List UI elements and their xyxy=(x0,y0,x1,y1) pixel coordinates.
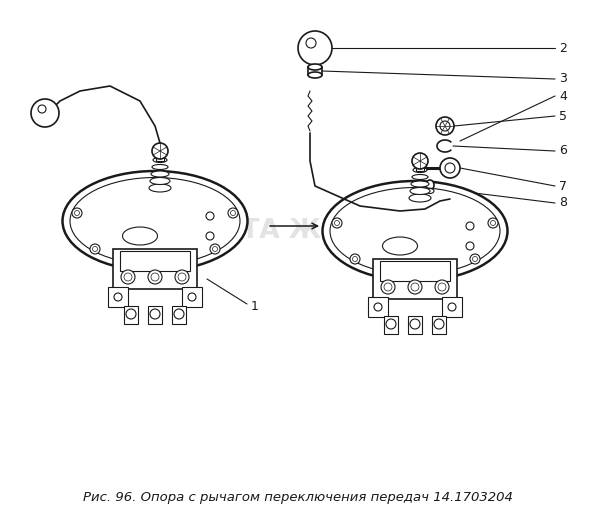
Text: Рис. 96. Опора с рычагом переключения передач 14.1703204: Рис. 96. Опора с рычагом переключения пе… xyxy=(83,491,513,504)
Circle shape xyxy=(350,254,360,264)
Text: 7: 7 xyxy=(559,179,567,193)
Bar xyxy=(120,251,190,271)
Circle shape xyxy=(440,158,460,178)
Ellipse shape xyxy=(383,237,417,255)
Circle shape xyxy=(206,212,214,220)
Ellipse shape xyxy=(150,177,170,185)
Ellipse shape xyxy=(63,171,248,271)
Ellipse shape xyxy=(413,167,427,173)
Circle shape xyxy=(435,280,449,294)
Circle shape xyxy=(332,218,342,228)
Ellipse shape xyxy=(410,187,430,195)
Bar xyxy=(148,306,162,324)
Ellipse shape xyxy=(409,194,431,202)
Bar xyxy=(172,306,186,324)
Ellipse shape xyxy=(414,161,426,165)
Text: 4: 4 xyxy=(559,89,567,103)
Ellipse shape xyxy=(308,72,322,78)
Ellipse shape xyxy=(426,188,434,194)
Text: 3: 3 xyxy=(559,73,567,86)
Ellipse shape xyxy=(322,181,507,281)
Circle shape xyxy=(228,208,238,218)
Circle shape xyxy=(121,270,135,284)
Circle shape xyxy=(72,208,82,218)
Circle shape xyxy=(466,242,474,250)
Ellipse shape xyxy=(412,175,428,179)
Ellipse shape xyxy=(122,227,158,245)
Text: 8: 8 xyxy=(559,197,567,209)
Ellipse shape xyxy=(152,165,168,169)
Circle shape xyxy=(206,232,214,240)
Circle shape xyxy=(470,254,480,264)
Circle shape xyxy=(31,99,59,127)
Circle shape xyxy=(210,244,220,254)
Circle shape xyxy=(90,244,100,254)
Ellipse shape xyxy=(426,180,434,190)
Circle shape xyxy=(298,31,332,65)
Circle shape xyxy=(408,280,422,294)
Text: 2: 2 xyxy=(559,42,567,55)
Ellipse shape xyxy=(308,64,322,70)
Ellipse shape xyxy=(151,171,169,177)
Bar xyxy=(182,287,202,307)
Ellipse shape xyxy=(411,181,429,187)
Circle shape xyxy=(412,153,428,169)
Bar xyxy=(380,261,450,281)
Bar xyxy=(113,249,197,289)
Bar xyxy=(373,259,457,299)
Text: 1: 1 xyxy=(251,299,259,312)
Circle shape xyxy=(381,280,395,294)
Ellipse shape xyxy=(149,184,171,192)
Circle shape xyxy=(466,222,474,230)
Circle shape xyxy=(175,270,189,284)
Text: 5: 5 xyxy=(559,109,567,123)
Bar xyxy=(408,316,422,334)
Ellipse shape xyxy=(154,151,166,155)
Bar xyxy=(416,159,424,171)
Bar xyxy=(108,287,128,307)
Bar xyxy=(442,297,462,317)
Circle shape xyxy=(436,117,454,135)
Bar xyxy=(368,297,388,317)
Text: 6: 6 xyxy=(559,145,567,157)
Bar xyxy=(124,306,138,324)
Bar xyxy=(432,316,446,334)
Text: ПЛАНЕТА ЖЕЛЕЗЯКА: ПЛАНЕТА ЖЕЛЕЗЯКА xyxy=(137,218,460,244)
Circle shape xyxy=(488,218,498,228)
Bar xyxy=(384,316,398,334)
Bar xyxy=(156,149,164,161)
Ellipse shape xyxy=(153,157,167,163)
Circle shape xyxy=(152,143,168,159)
Circle shape xyxy=(148,270,162,284)
